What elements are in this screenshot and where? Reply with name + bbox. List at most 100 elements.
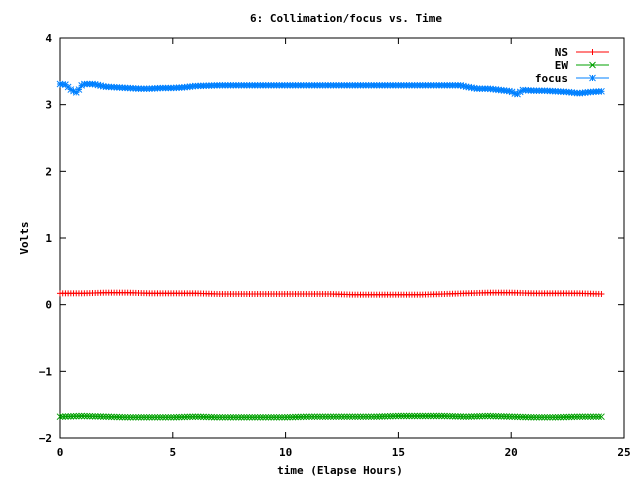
x-tick-label: 10 [279, 446, 292, 459]
y-tick-label: 0 [45, 299, 52, 312]
data-point-ew [219, 413, 226, 421]
data-point-ew [370, 413, 378, 421]
data-point-ew [319, 413, 326, 421]
data-point-ew [189, 413, 197, 421]
data-point-ew [330, 413, 337, 421]
data-point-ew [579, 413, 586, 421]
data-point-ew [376, 413, 383, 420]
legend-label-ew: EW [555, 59, 569, 72]
data-point-ew [200, 413, 207, 421]
data-point-ew [292, 413, 299, 421]
data-point-ew [416, 412, 424, 420]
data-point-ew [94, 413, 102, 420]
data-point-ew [67, 412, 75, 420]
data-point-ew [311, 413, 318, 421]
data-point-ew [451, 412, 459, 420]
data-point-ew [259, 413, 267, 421]
data-point-ew [400, 412, 408, 420]
data-point-ew [530, 413, 538, 421]
data-point-ew [546, 413, 554, 421]
plot-area [59, 37, 625, 439]
data-point-ew [56, 413, 64, 421]
data-point-ew [267, 413, 275, 421]
data-point-ew [435, 412, 443, 420]
data-point-ew [127, 413, 134, 421]
data-point-ew [432, 412, 440, 420]
data-point-ew [167, 413, 175, 421]
data-point-ew [468, 413, 475, 420]
data-point-ew [221, 413, 229, 421]
data-point-ew [595, 413, 603, 421]
data-point-ew [568, 413, 576, 421]
data-point-ew [102, 413, 110, 421]
data-point-ew [110, 413, 118, 421]
data-point-ew [151, 413, 159, 421]
data-point-ew [514, 413, 521, 421]
data-point-ew [284, 413, 291, 421]
data-point-ew [248, 413, 256, 421]
data-point-ew [462, 413, 470, 421]
data-point-ew [408, 412, 416, 420]
data-point-ew [324, 413, 332, 421]
data-point-ew [99, 413, 107, 420]
data-point-ew [83, 412, 91, 420]
data-point-ew [118, 413, 126, 421]
data-point-ew [173, 413, 180, 421]
data-point-ew [235, 413, 243, 421]
data-point-ew [227, 413, 234, 421]
data-point-ew [349, 413, 356, 421]
data-point-ew [213, 413, 221, 421]
data-point-ew [362, 413, 370, 421]
data-point-ew [592, 413, 600, 421]
data-point-ew [527, 413, 535, 421]
data-point-ew [254, 413, 261, 421]
y-tick-label: 1 [45, 232, 52, 245]
data-point-ew [533, 413, 540, 421]
data-point-ew [240, 413, 248, 421]
data-point-ew [541, 413, 548, 421]
data-point-ew [124, 413, 132, 421]
data-point-ew [535, 413, 543, 421]
data-point-ew [470, 413, 478, 420]
data-point-ew [246, 413, 253, 421]
data-point-ew [489, 412, 497, 420]
data-point-ew [113, 413, 121, 421]
data-point-ew [587, 413, 594, 421]
data-point-ew [395, 412, 402, 420]
y-axis-label: Volts [18, 221, 31, 254]
data-point-ew [373, 413, 381, 420]
data-point-ew [367, 413, 375, 421]
data-point-ew [454, 413, 462, 420]
data-point-ew [97, 413, 104, 420]
series-focus [56, 80, 605, 98]
data-point-ew [216, 413, 224, 421]
data-point-ew [411, 412, 418, 420]
data-point-ew [598, 413, 605, 421]
data-point-ew [343, 413, 351, 421]
data-point-ew [346, 413, 354, 421]
data-point-focus [598, 87, 605, 95]
data-point-ew [197, 413, 205, 421]
data-point-ew [205, 413, 213, 421]
legend-marker-focus [589, 74, 596, 82]
data-point-ew [186, 413, 194, 421]
data-point-ew [273, 413, 280, 421]
data-point-ew [175, 413, 183, 421]
data-point-ew [384, 412, 391, 420]
data-point-ew [59, 413, 67, 420]
data-point-ew [449, 412, 456, 420]
data-point-ew [427, 412, 435, 420]
data-point-ew [424, 412, 432, 420]
data-point-ew [473, 412, 481, 420]
data-point-ew [286, 413, 294, 421]
data-point-ew [86, 412, 94, 420]
x-tick-label: 5 [169, 446, 176, 459]
data-point-ew [251, 413, 259, 421]
data-point-ew [584, 413, 592, 421]
data-point-ew [327, 413, 335, 421]
data-point-ew [392, 412, 400, 420]
data-point-ew [224, 413, 232, 421]
data-point-ew [405, 412, 413, 420]
data-point-ew [478, 412, 486, 420]
data-point-ew [105, 413, 113, 421]
